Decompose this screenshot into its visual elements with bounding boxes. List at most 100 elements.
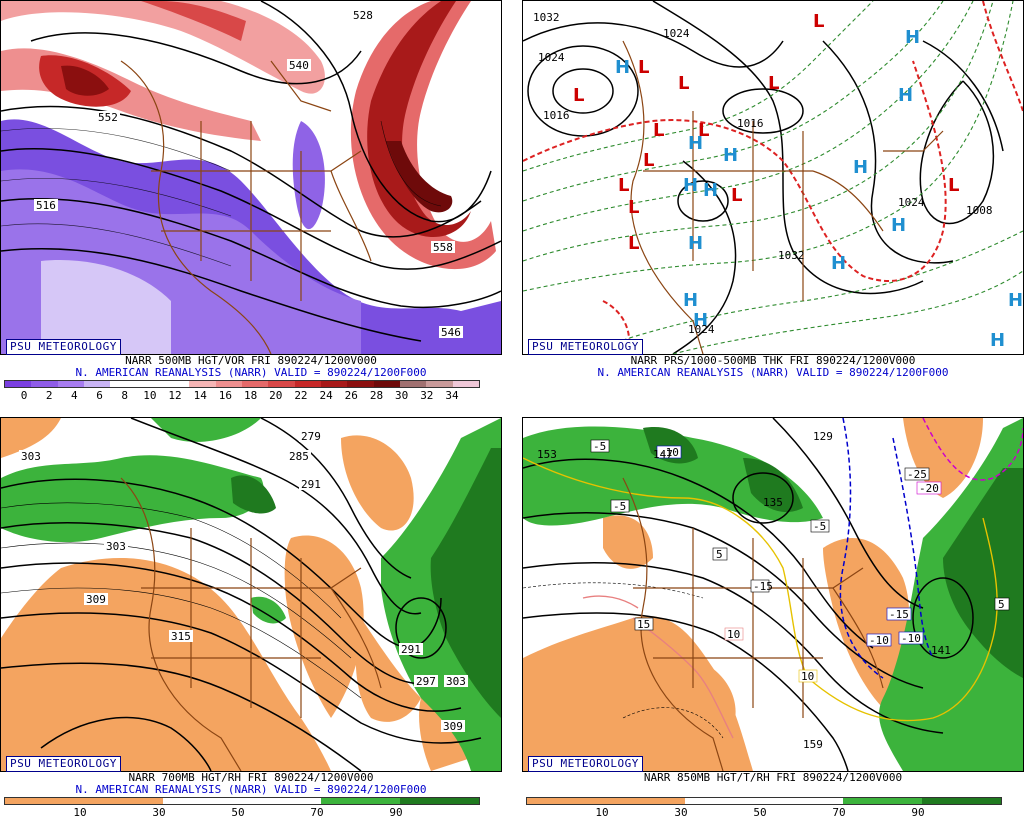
isotherm-label: -20: [919, 482, 939, 495]
colorbar-tick-label: 8: [121, 389, 129, 402]
high-pressure-marker: H: [905, 27, 920, 48]
caption-title: NARR 500MB HGT/VOR FRI 890224/1200V000: [125, 354, 377, 367]
colorbar-swatch: [83, 381, 111, 387]
colorbar-tick-label: 70: [310, 806, 324, 819]
low-pressure-marker: L: [678, 73, 689, 94]
contour-label: 309: [443, 720, 463, 733]
colorbar-swatch: [347, 381, 374, 387]
isobar-label: 1008: [966, 204, 993, 217]
colorbar-tick-label: 4: [71, 389, 78, 402]
high-pressure-marker: H: [898, 85, 913, 106]
contour-labels-500mb: 528 540 552 516 546 558: [34, 9, 463, 339]
high-pressure-marker: H: [688, 233, 703, 254]
low-pressure-marker: L: [731, 185, 742, 206]
colorbar-swatch: [162, 381, 190, 387]
colorbar-swatch: [320, 381, 348, 387]
low-pressure-marker: L: [698, 120, 709, 141]
isobar-label: 1016: [737, 117, 764, 130]
colorbar-tick-label: 34: [445, 389, 459, 402]
low-pressure-marker: L: [643, 150, 654, 171]
high-pressure-marker: H: [891, 215, 906, 236]
colorbar-swatch: [84, 798, 163, 804]
colorbar-tick-label: 6: [96, 389, 103, 402]
vorticity-colorbar-ticks: 0 2 4 6 8 10 12 14 16 18 20 22 24 26 28 30 32 34: [0, 389, 502, 402]
high-pressure-marker: H: [853, 157, 868, 178]
isobar-label: 1024: [898, 196, 925, 209]
contour-label: 303: [106, 540, 126, 553]
brand-label: PSU METEOROLOGY: [528, 756, 643, 772]
contour-label: 279: [301, 430, 321, 443]
caption-title: NARR PRS/1000-500MB THK FRI 890224/1200V…: [630, 354, 916, 367]
contour-label: 558: [433, 241, 453, 254]
colorbar-swatch: [5, 798, 84, 804]
isotherm-label: 5: [716, 548, 723, 561]
colorbar-tick-label: 50: [753, 806, 767, 819]
caption-valid: N. AMERICAN REANALYSIS (NARR) VALID = 89…: [597, 366, 949, 379]
contour-label: 546: [441, 326, 461, 339]
low-pressure-marker: L: [618, 175, 629, 196]
contour-labels-850mb: 153 147 135 129 159 141: [537, 430, 951, 751]
colorbar-swatch: [268, 381, 295, 387]
brand-label: PSU METEOROLOGY: [6, 756, 121, 772]
isobar-label: 1032: [533, 11, 560, 24]
colorbar-swatch: [5, 381, 32, 387]
isotherm-label: -10: [869, 634, 889, 647]
map-700mb-humidity: 303 279 285 291 303 309 315 291 297 303: [0, 417, 502, 772]
colorbar-tick-label: 70: [832, 806, 846, 819]
isotherm-label: 5: [998, 598, 1005, 611]
contour-label: 147: [653, 448, 673, 461]
caption-valid: N. AMERICAN REANALYSIS (NARR) VALID = 89…: [75, 783, 427, 796]
colorbar-tick-label: 28: [369, 389, 384, 402]
rh-colorbar: [4, 797, 480, 805]
colorbar-tick-label: 32: [420, 389, 434, 402]
colorbar-tick-label: 10: [595, 806, 609, 819]
high-pressure-marker: H: [688, 133, 703, 154]
contour-label: 159: [803, 738, 823, 751]
isotherm-label: -25: [907, 468, 927, 481]
isotherm-label: -5: [813, 520, 826, 533]
colorbar-swatch: [527, 798, 606, 804]
contour-label: 516: [36, 199, 56, 212]
colorbar-swatch: [136, 381, 163, 387]
map-500mb-vorticity: 528 540 552 516 546 558 PSU METEOROLOGY: [0, 0, 502, 355]
low-pressure-marker: L: [813, 11, 824, 32]
colorbar-swatch: [215, 381, 242, 387]
colorbar-tick-label: 10: [73, 806, 87, 819]
colorbar-swatch: [764, 798, 843, 804]
contour-label: 135: [763, 496, 783, 509]
colorbar-tick-label: 12: [168, 389, 182, 402]
isotherm-label: -15: [889, 608, 909, 621]
isobar-label: 1024: [663, 27, 690, 40]
isobar-label: 1024: [688, 323, 715, 336]
high-pressure-marker: H: [990, 330, 1005, 351]
low-pressure-marker: L: [948, 175, 959, 196]
contour-label: 297: [416, 675, 436, 688]
high-pressure-marker: H: [831, 253, 846, 274]
isotherm-labels: -5 -10 -5 5 -15 -25 -20 15 10 -5: [590, 439, 1010, 683]
colorbar-tick-label: 14: [193, 389, 207, 402]
high-pressure-marker: H: [723, 145, 738, 166]
caption-title: NARR 700MB HGT/RH FRI 890224/1200V000: [128, 771, 374, 784]
isotherm-label: 10: [727, 628, 740, 641]
brand-label: PSU METEOROLOGY: [528, 339, 643, 355]
brand-label: PSU METEOROLOGY: [6, 339, 121, 355]
colorbar-swatch: [110, 381, 137, 387]
low-pressure-marker: L: [628, 233, 639, 254]
colorbar-tick-label: 16: [218, 389, 233, 402]
contour-labels-700mb: 303 279 285 291 303 309 315 291 297 303: [19, 430, 468, 733]
map-850mb-temperature: -5 -10 -5 5 -15 -25 -20 15 10 -5: [522, 417, 1024, 772]
colorbar-swatch: [426, 381, 453, 387]
high-pressure-marker: H: [683, 290, 698, 311]
low-pressure-marker: L: [573, 85, 584, 106]
contour-label: 153: [537, 448, 557, 461]
colorbar-swatch: [400, 798, 479, 804]
caption-title: NARR 850MB HGT/T/RH FRI 890224/1200V000: [643, 771, 903, 784]
isotherm-label: -5: [593, 440, 606, 453]
colorbar-tick-label: 18: [243, 389, 258, 402]
rh-colorbar-ticks: 10 30 50 70 90: [522, 806, 1024, 819]
colorbar-swatch: [373, 381, 400, 387]
colorbar-swatch: [57, 381, 84, 387]
isotherm-label: -10: [901, 632, 921, 645]
low-pressure-marker: L: [628, 197, 639, 218]
contour-label: 285: [289, 450, 309, 463]
